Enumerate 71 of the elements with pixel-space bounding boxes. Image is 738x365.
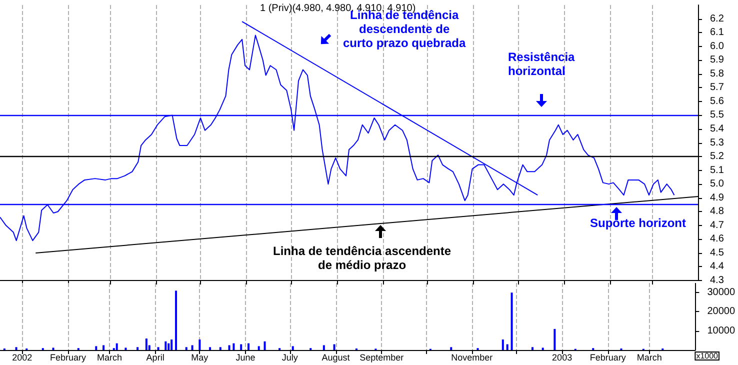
bar (232, 343, 235, 350)
bar (136, 347, 139, 350)
bar (219, 347, 222, 350)
bar (531, 347, 534, 350)
y-tick-label: 5.6 (710, 96, 724, 107)
y-tick-label: 5.8 (710, 68, 724, 80)
y-axis-title: x1000 (696, 352, 719, 360)
bar (175, 290, 178, 350)
bar (502, 339, 504, 350)
y-tick-label: 5.2 (710, 151, 724, 162)
bar (322, 345, 325, 350)
annotation: Linha de tendência ascendente de médio prazo (273, 244, 452, 272)
y-tick-label: 5.3 (710, 137, 724, 148)
x-tick-label: November (451, 352, 493, 362)
y-tick-label: 5.4 (710, 123, 724, 134)
bar (15, 347, 18, 350)
annotation: Suporte horizont (590, 216, 686, 230)
x-tick-label: June (236, 352, 256, 362)
y-tick-label: 30000 (707, 287, 736, 298)
x-tick-label: August (322, 352, 350, 362)
annotation: Resistência horizontal (508, 50, 575, 78)
y-tick-label: 4.3 (710, 275, 724, 286)
x-tick-label: 2002 (12, 352, 32, 362)
x-tick-label: February (590, 352, 626, 362)
bar (198, 339, 201, 350)
bar (506, 344, 508, 350)
x-tick-label: September (360, 352, 404, 362)
bar (240, 344, 242, 350)
y-tick-label: 6.2 (710, 13, 724, 24)
bar (510, 292, 513, 350)
x-tick-label: May (191, 352, 209, 362)
x-tick-label: March (636, 352, 662, 362)
bar (145, 338, 148, 350)
bar (264, 341, 266, 350)
x-tick-label: March (96, 352, 122, 362)
y-tick-label: 4.9 (710, 192, 724, 204)
y-tick-label: 4.6 (710, 234, 724, 245)
bar (164, 341, 167, 350)
bar (168, 343, 170, 350)
bar (170, 339, 173, 350)
y-tick-label: 6.0 (710, 40, 724, 52)
bar (185, 347, 188, 350)
x-tick-label: April (146, 352, 164, 362)
bar (333, 344, 336, 350)
bar (450, 347, 452, 350)
bar (209, 347, 212, 350)
y-tick-label: 5.5 (710, 110, 724, 121)
y-tick-label: 4.7 (710, 220, 724, 231)
bar (258, 346, 260, 350)
bar (102, 345, 105, 350)
bar (292, 346, 294, 350)
y-tick-label: 5.1 (710, 164, 724, 176)
bar (116, 343, 118, 350)
y-tick-label: 5.0 (710, 178, 724, 190)
x-tick-label: 2003 (552, 352, 572, 362)
y-tick-label: 4.8 (710, 206, 724, 218)
x-tick-label: July (282, 352, 298, 362)
bar (191, 345, 194, 350)
y-tick-label: 20000 (707, 306, 736, 318)
bar (95, 346, 98, 350)
bar (554, 328, 556, 350)
y-tick-label: 10000 (707, 325, 736, 336)
y-tick-label: 5.9 (710, 54, 724, 66)
y-tick-label: 5.7 (710, 82, 724, 94)
y-tick-label: 6.1 (710, 27, 724, 38)
x-tick-label: February (50, 352, 87, 362)
bar (157, 347, 160, 350)
y-tick-label: 4.4 (710, 261, 724, 272)
y-tick-label: 4.5 (710, 247, 724, 258)
bar (247, 343, 250, 350)
bar (228, 345, 230, 350)
